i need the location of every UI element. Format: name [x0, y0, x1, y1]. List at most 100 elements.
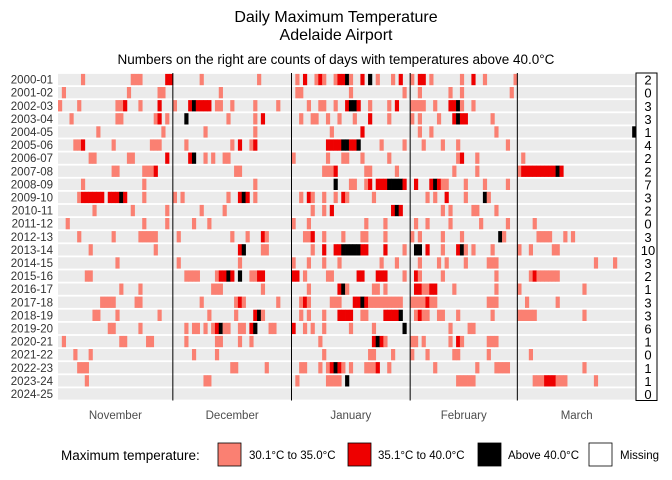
heat-cell	[375, 296, 380, 308]
heat-cell	[184, 335, 189, 348]
heat-cell	[302, 362, 308, 374]
heat-cell	[188, 152, 193, 164]
heat-cell	[391, 178, 396, 190]
heat-cell	[360, 309, 365, 321]
heat-cell	[115, 100, 120, 112]
heat-cell	[463, 178, 468, 190]
heat-cell	[490, 335, 495, 348]
heat-cell	[494, 270, 499, 282]
count-label: 3	[644, 230, 651, 245]
heat-cell	[486, 335, 491, 348]
legend-swatch	[588, 442, 613, 467]
season-label: 2020-21	[11, 337, 53, 349]
heat-cell	[260, 231, 266, 243]
heat-cell	[329, 126, 334, 138]
season-row-background	[58, 388, 636, 400]
heat-cell	[115, 309, 120, 321]
heat-cell	[142, 191, 147, 204]
heat-cell	[528, 244, 533, 256]
season-label: 2007-08	[11, 166, 53, 178]
legend-label: Above 40.0°C	[508, 450, 579, 462]
heat-cell	[222, 322, 227, 335]
heat-cell	[176, 257, 181, 269]
heat-cell	[490, 257, 495, 269]
heat-cell	[302, 270, 308, 282]
count-column-frame	[635, 72, 658, 401]
heat-cell	[325, 152, 331, 164]
heat-cell	[245, 231, 250, 243]
heat-cell	[383, 296, 388, 308]
legend-swatch	[477, 442, 502, 467]
heat-cell	[264, 231, 269, 243]
heat-cell	[226, 152, 231, 164]
heat-cell	[417, 309, 422, 321]
heat-cell	[211, 322, 216, 335]
heat-cell	[429, 296, 434, 308]
heat-cell	[291, 322, 296, 335]
count-label: 1	[644, 335, 651, 350]
heat-cell	[218, 335, 223, 348]
heat-cell	[379, 139, 384, 151]
heat-cell	[413, 178, 419, 190]
heat-cell	[559, 375, 564, 387]
heat-cell	[463, 257, 468, 269]
heat-cell	[84, 270, 89, 282]
count-label: 3	[644, 308, 651, 323]
heat-cell	[364, 296, 369, 308]
heat-cell	[410, 231, 415, 243]
heat-cell	[471, 244, 476, 256]
heat-cell	[551, 375, 556, 387]
heat-cell	[368, 165, 373, 177]
heat-cell	[471, 204, 476, 217]
heat-cell	[157, 139, 162, 151]
heat-cell	[452, 100, 457, 112]
heat-cell	[417, 231, 422, 243]
season-label: 2019-20	[11, 323, 53, 335]
heat-cell	[368, 100, 373, 112]
heat-cell	[505, 178, 511, 190]
heat-cell	[379, 178, 384, 190]
heat-cell	[314, 113, 319, 125]
heat-cell	[563, 375, 568, 387]
heat-cell	[111, 296, 116, 308]
heat-cell	[521, 152, 526, 164]
season-label: 2002-03	[11, 101, 53, 113]
heat-cell	[502, 362, 507, 374]
count-label: 3	[644, 256, 651, 271]
heat-cell	[440, 231, 445, 243]
heat-cell	[191, 322, 197, 335]
heat-cell	[341, 283, 346, 295]
heat-cell	[570, 231, 576, 243]
heat-cell	[413, 244, 419, 256]
heat-cell	[226, 191, 231, 204]
heat-cell	[203, 126, 208, 138]
heat-cell	[498, 362, 503, 374]
count-label: 3	[644, 295, 651, 310]
season-label: 2006-07	[11, 153, 53, 165]
heat-cell	[467, 322, 472, 335]
heat-cell	[517, 309, 522, 321]
heat-cell	[456, 139, 461, 151]
heat-cell	[230, 362, 235, 374]
heat-cell	[260, 113, 266, 125]
heat-cell	[80, 191, 86, 204]
heat-cell	[119, 191, 124, 204]
heat-cell	[398, 296, 403, 308]
heat-cell	[295, 270, 300, 282]
heat-cell	[456, 113, 461, 125]
heat-cell	[257, 270, 262, 282]
heat-cell	[368, 113, 373, 125]
heat-cell	[394, 257, 400, 269]
heat-cell	[544, 270, 549, 282]
heat-cell	[241, 191, 246, 204]
heat-cell	[613, 257, 618, 269]
heat-cell	[260, 283, 266, 295]
heat-cells	[58, 73, 637, 387]
heat-cell	[149, 335, 155, 348]
heat-cell	[337, 139, 342, 151]
heat-cell	[513, 73, 518, 86]
heat-cell	[92, 309, 97, 321]
heat-cell	[375, 270, 380, 282]
heat-cell	[444, 178, 449, 190]
season-label: 2004-05	[11, 127, 53, 139]
